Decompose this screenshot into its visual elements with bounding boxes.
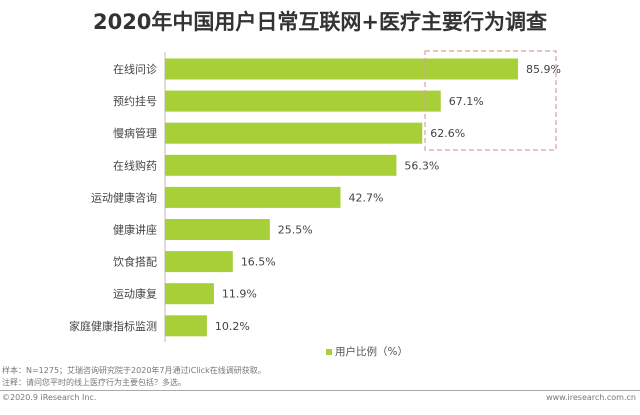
bar [165,90,441,112]
category-label: 预约挂号 [113,94,157,108]
bar [165,122,423,144]
data-label: 62.6% [430,127,465,140]
data-label: 10.2% [215,320,250,333]
category-label: 在线问诊 [113,62,157,76]
legend-swatch [326,349,332,355]
category-label: 在线购药 [113,158,157,172]
footnote: 注释：请问您平时的线上医疗行为主要包括？多选。 [2,378,186,387]
data-label: 42.7% [348,191,383,204]
bar [165,219,270,240]
data-label: 16.5% [241,256,276,269]
category-label: 运动健康咨询 [91,190,157,204]
copyright: ©2020.9 iResearch Inc. [2,393,97,402]
data-label: 11.9% [222,288,257,301]
legend-label: 用户比例（%） [335,346,408,358]
data-label: 85.9% [526,63,561,76]
chart-title: 2020年中国用户日常互联网+医疗主要行为调查 [92,10,548,34]
category-label: 慢病管理 [113,126,157,140]
sample-note: 样本：N=1275；艾瑞咨询研究院于2020年7月通过iClick在线调研获取。 [2,366,266,375]
legend: 用户比例（%） [326,344,408,359]
bar [165,58,519,80]
category-label: 运动康复 [113,287,157,301]
footer-divider [0,390,640,391]
website: www.iresearch.com.cn [546,393,636,402]
data-label: 56.3% [404,159,439,172]
bar [165,283,214,305]
highlight-box [424,50,557,151]
bar [165,154,397,176]
category-label: 健康讲座 [113,223,157,237]
bar [165,251,233,273]
category-label: 饮食搭配 [113,255,157,269]
bar [165,315,207,337]
category-label: 家庭健康指标监测 [69,319,157,333]
data-label: 67.1% [449,95,484,108]
bar [165,186,341,208]
data-label: 25.5% [278,224,313,237]
